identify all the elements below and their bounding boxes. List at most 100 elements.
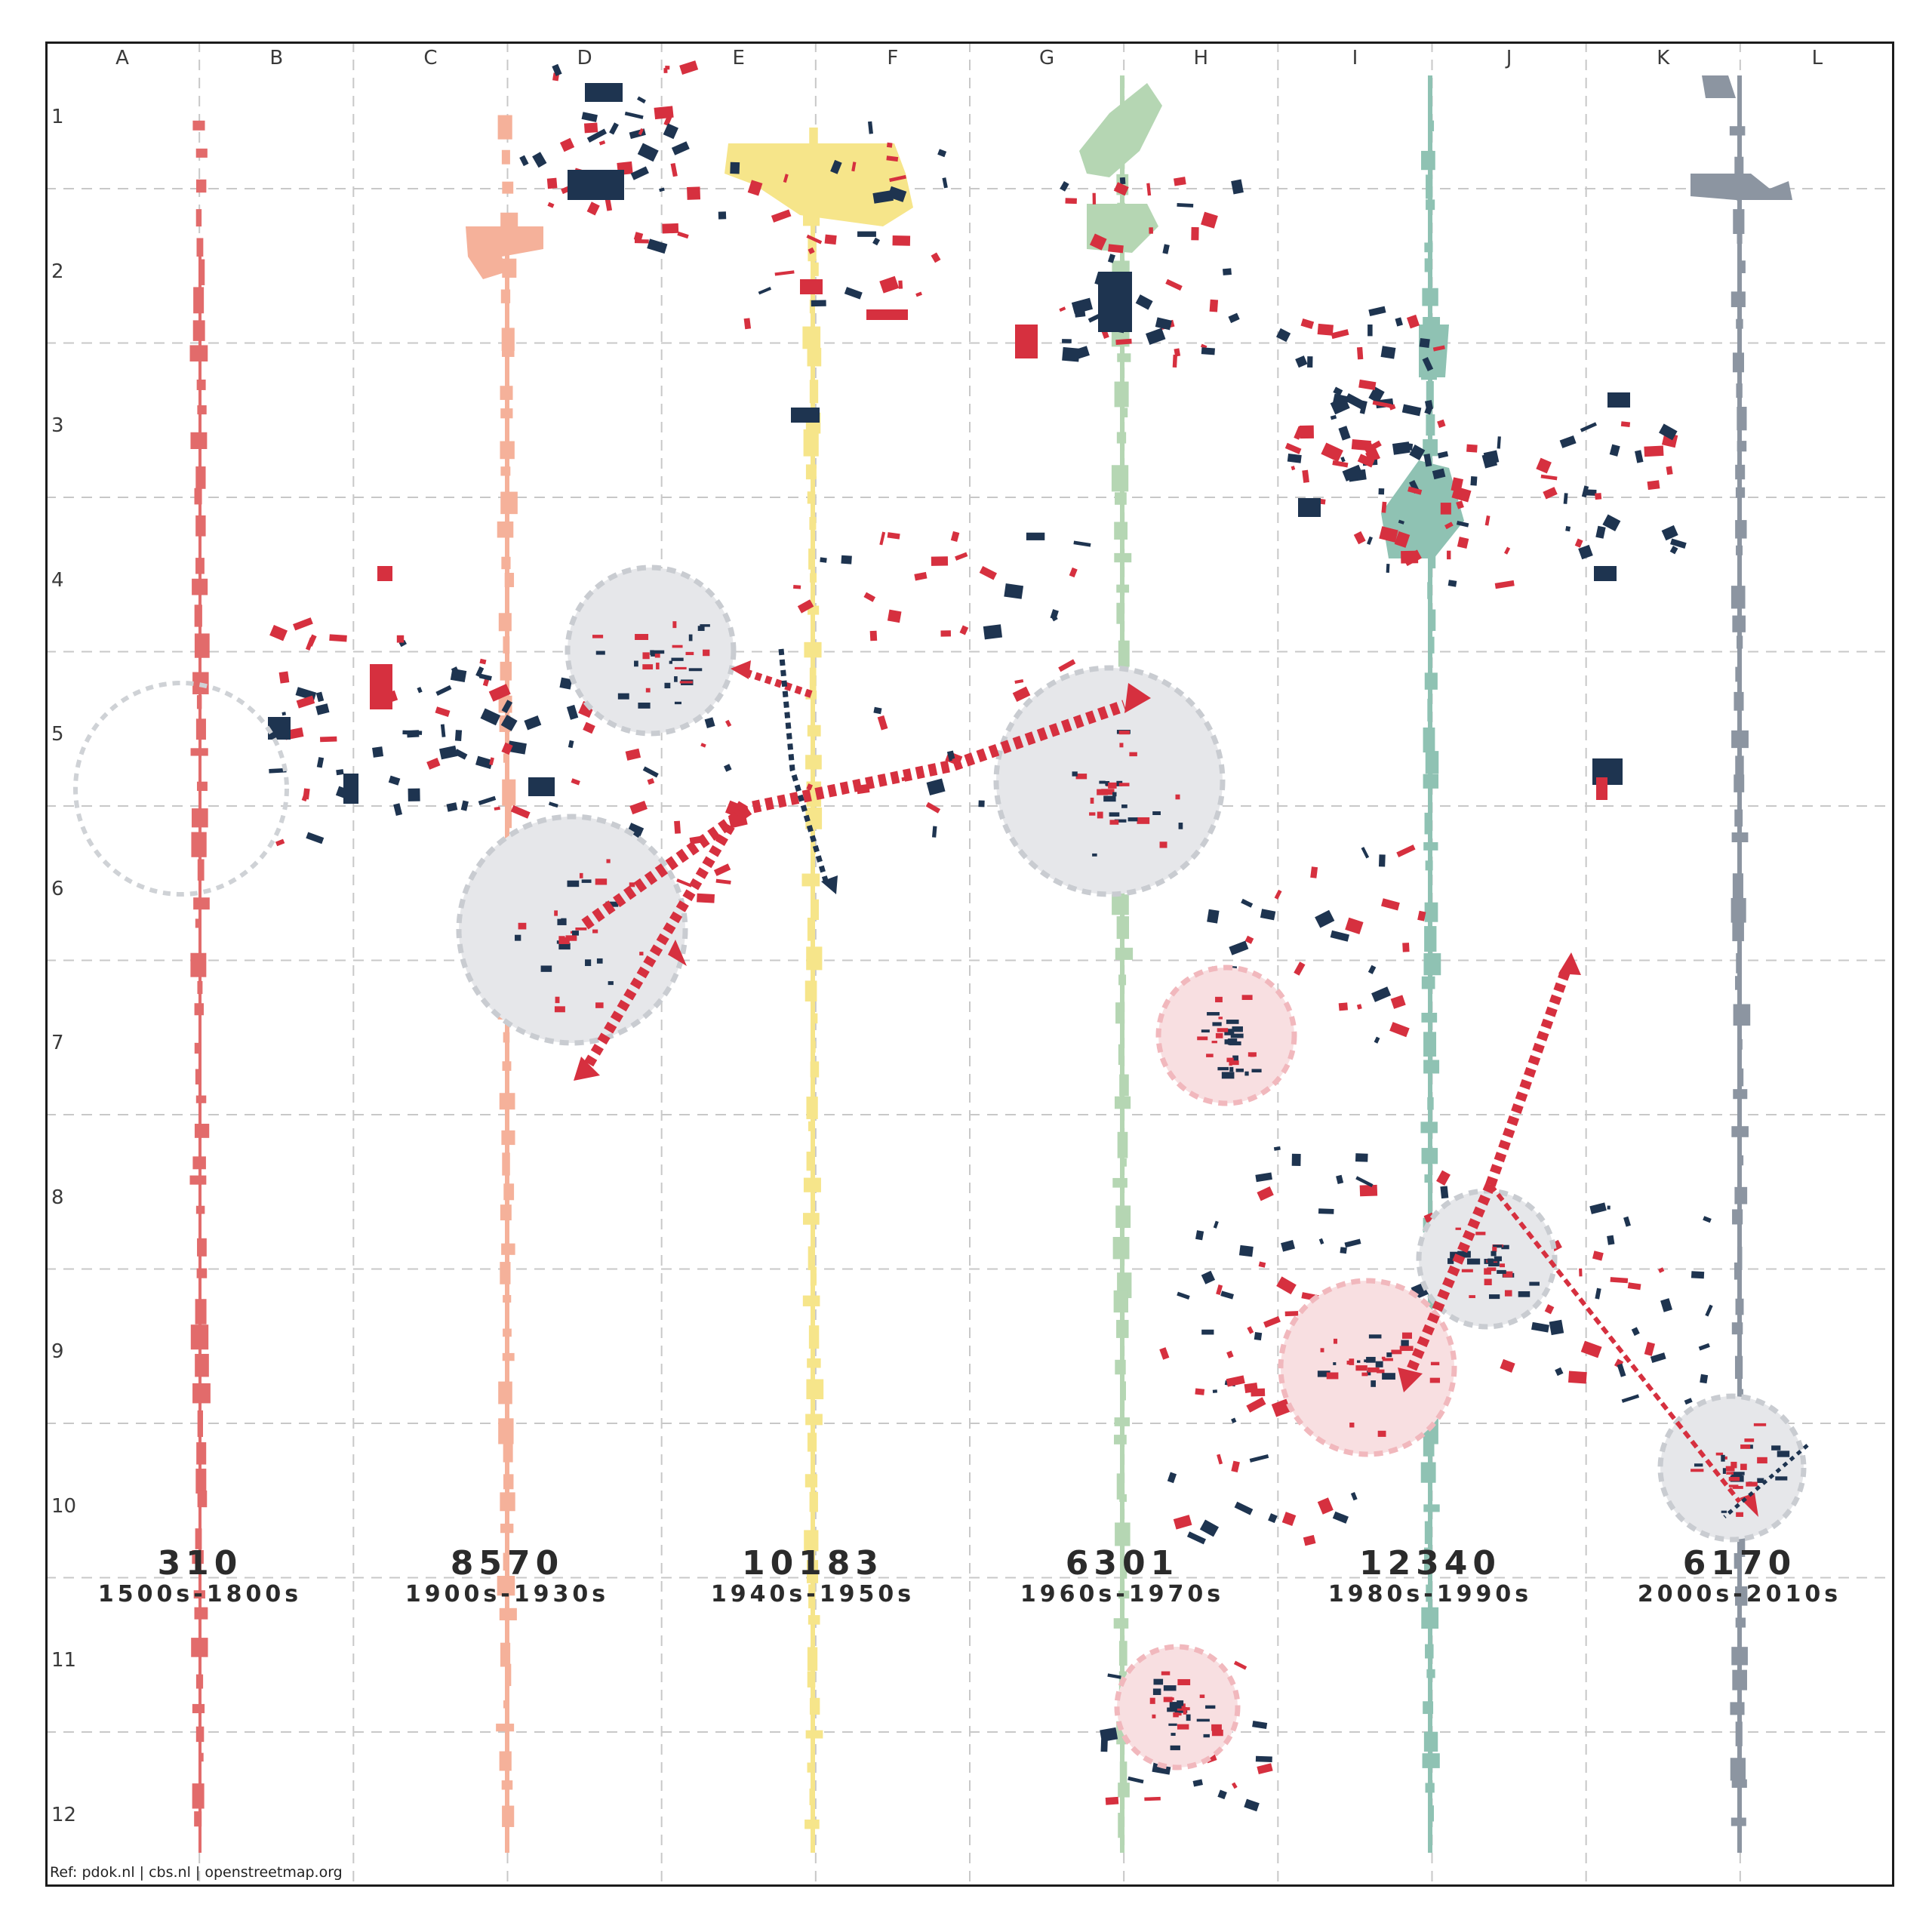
building-fragment xyxy=(857,231,876,237)
era-spine-fragment xyxy=(802,1295,820,1306)
era-spine-fragment xyxy=(499,1093,515,1110)
circle-building xyxy=(1346,1360,1352,1365)
circle-building xyxy=(1178,823,1183,829)
building-fragment xyxy=(1670,538,1687,549)
era-spine-fragment xyxy=(809,299,814,314)
circle-building xyxy=(1177,1707,1190,1711)
circle-building xyxy=(595,878,608,885)
building-fragment xyxy=(1315,909,1335,928)
building-fragment xyxy=(488,684,511,702)
map-frame xyxy=(45,42,1894,1887)
building-block-navy xyxy=(1298,498,1321,517)
circle-building xyxy=(1529,1281,1540,1286)
circle-building xyxy=(1201,1029,1210,1033)
era-spine-fragment xyxy=(197,1238,207,1257)
era-spine-fragment xyxy=(503,1474,514,1490)
building-fragment xyxy=(637,143,659,162)
era-label-6: 6170 2000s-2010s xyxy=(1619,1546,1860,1607)
era-spine-fragment xyxy=(503,753,509,763)
building-fragment xyxy=(1246,1397,1266,1413)
building-block-navy xyxy=(585,83,623,102)
era-spine-fragment xyxy=(809,380,819,404)
circle-building xyxy=(1457,1251,1471,1258)
era-spine-fragment xyxy=(503,1552,509,1571)
building-fragment xyxy=(887,609,902,623)
building-fragment xyxy=(1145,328,1166,345)
building-fragment xyxy=(1669,546,1678,555)
era-spine-fragment xyxy=(810,1061,820,1078)
circle-building xyxy=(1690,1469,1704,1472)
era-period: 1500s-1800s xyxy=(97,1581,303,1607)
building-fragment xyxy=(1447,550,1451,560)
building-fragment xyxy=(1374,1036,1380,1044)
era-spine-fragment xyxy=(1118,974,1127,986)
era-spine-fragment xyxy=(1115,947,1134,960)
arrow-head-g5 xyxy=(1124,683,1151,713)
era-spine-fragment xyxy=(805,690,817,700)
era-spine-fragment xyxy=(1427,582,1432,599)
building-fragment xyxy=(1406,314,1420,329)
era-spine-fragment xyxy=(806,1151,815,1171)
era-spine-fragment xyxy=(810,573,817,583)
era-spine-fragment xyxy=(1117,1131,1128,1158)
building-fragment xyxy=(630,166,649,180)
building-fragment xyxy=(647,238,668,254)
era-spine-fragment xyxy=(1737,635,1743,649)
building-fragment xyxy=(1058,659,1076,672)
circle-building xyxy=(1099,780,1106,784)
building-fragment xyxy=(715,878,731,884)
circle-building xyxy=(650,650,654,655)
circle-building xyxy=(540,965,552,972)
era-spine-fragment xyxy=(500,212,518,228)
era-spine-fragment xyxy=(805,464,817,480)
building-fragment xyxy=(1173,177,1186,186)
building-fragment xyxy=(1317,323,1334,336)
era-spine-fragment xyxy=(1423,774,1439,789)
era-spine-fragment xyxy=(1114,552,1132,563)
building-fragment xyxy=(844,287,863,300)
era-spine-fragment xyxy=(1421,1607,1439,1629)
era-spine-fragment xyxy=(501,328,515,351)
era-spine-fragment xyxy=(192,320,205,341)
building-fragment xyxy=(1186,1531,1207,1545)
era-spine-fragment xyxy=(801,873,820,887)
building-fragment xyxy=(301,795,308,802)
building-fragment xyxy=(1135,294,1153,310)
circle-building xyxy=(1232,1055,1238,1062)
building-fragment xyxy=(931,826,937,838)
building-block-navy xyxy=(343,774,358,804)
building-fragment xyxy=(417,687,423,694)
era-spine-fragment xyxy=(195,1299,207,1324)
building-fragment xyxy=(806,234,823,245)
building-fragment xyxy=(1580,422,1597,432)
era-landmark-shape xyxy=(1690,174,1792,200)
building-fragment xyxy=(1089,233,1107,251)
building-block-navy xyxy=(1098,272,1132,332)
building-fragment xyxy=(581,112,598,122)
era-spine-fragment xyxy=(1118,1783,1130,1798)
era-landmark-shape xyxy=(1079,83,1162,177)
era-spine-fragment xyxy=(1424,1521,1432,1544)
building-fragment xyxy=(1660,1298,1673,1312)
building-fragment xyxy=(1361,847,1370,859)
building-fragment xyxy=(1563,493,1568,504)
era-spine-fragment xyxy=(1425,860,1433,871)
building-fragment xyxy=(1607,1205,1611,1210)
building-fragment xyxy=(1703,1216,1712,1223)
era-spine-fragment xyxy=(1118,640,1130,667)
era-spine-fragment xyxy=(1738,1068,1744,1087)
era-spine-fragment xyxy=(503,1032,510,1043)
building-fragment xyxy=(1212,1389,1217,1393)
circle-building xyxy=(656,663,660,669)
era-spine-fragment xyxy=(1115,1522,1131,1546)
building-fragment xyxy=(730,162,740,174)
building-fragment xyxy=(1201,211,1218,229)
circle-building xyxy=(1109,820,1119,825)
circle-building xyxy=(1349,1423,1355,1428)
column-label-k: K xyxy=(1657,47,1670,69)
arrow-j8-to-i9 xyxy=(1406,1183,1496,1372)
building-fragment xyxy=(1173,1515,1192,1530)
circle-building xyxy=(1103,795,1116,802)
building-fragment xyxy=(479,658,487,665)
era-spine-fragment xyxy=(805,1414,823,1426)
